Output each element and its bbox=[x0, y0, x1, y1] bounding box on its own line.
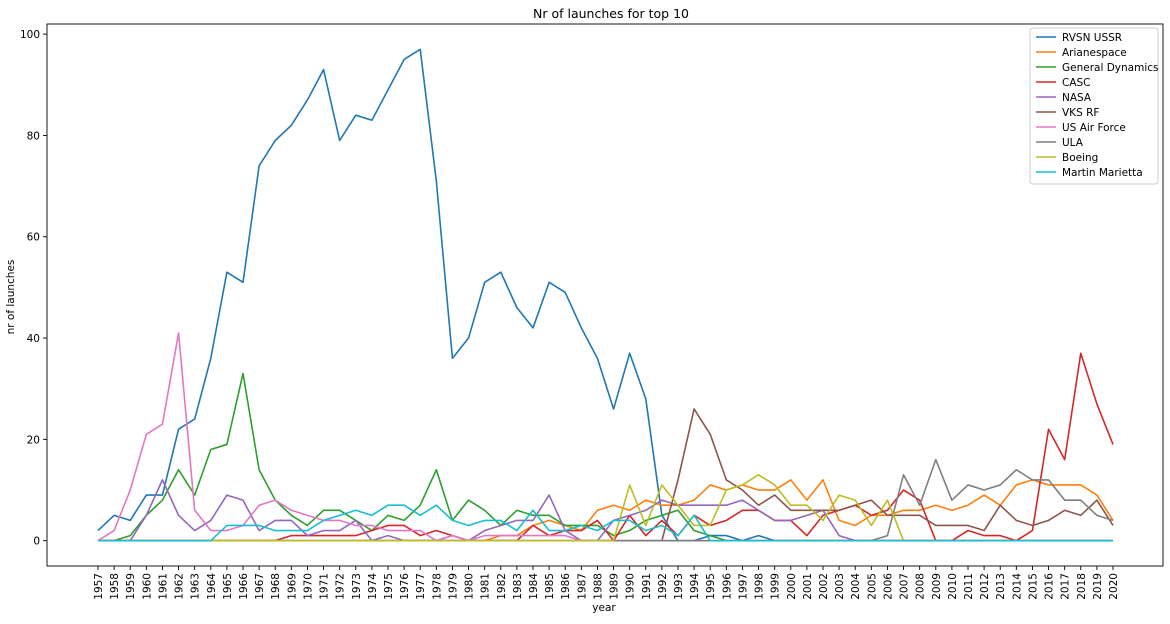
x-tick-label: 2016 bbox=[1044, 573, 1056, 600]
x-tick-label: 1985 bbox=[544, 573, 556, 600]
x-tick-label: 1963 bbox=[190, 573, 202, 600]
x-tick-label: 1997 bbox=[737, 573, 749, 600]
x-tick-label: 1988 bbox=[592, 573, 604, 600]
x-tick-label: 1969 bbox=[286, 573, 298, 600]
series-line-6 bbox=[97, 332, 1113, 542]
x-tick-label: 1967 bbox=[254, 573, 266, 600]
x-tick-label: 2017 bbox=[1060, 573, 1072, 600]
x-tick-label: 1991 bbox=[641, 573, 653, 600]
x-tick-label: 1964 bbox=[206, 573, 218, 600]
chart-title: Nr of launches for top 10 bbox=[533, 6, 689, 21]
x-tick-label: 1976 bbox=[399, 573, 411, 600]
x-tick-label: 1979 bbox=[447, 573, 459, 600]
legend-label-4: NASA bbox=[1062, 92, 1092, 104]
legend-label-8: Boeing bbox=[1062, 152, 1098, 164]
x-tick-label: 1974 bbox=[367, 573, 379, 600]
x-tick-label: 2013 bbox=[995, 573, 1007, 600]
legend-label-5: VKS RF bbox=[1062, 107, 1099, 119]
plot-frame bbox=[46, 23, 1164, 567]
x-tick-label: 1994 bbox=[689, 573, 701, 600]
x-tick-label: 1990 bbox=[625, 573, 637, 600]
legend-label-6: US Air Force bbox=[1062, 122, 1126, 134]
x-tick-label: 2004 bbox=[850, 573, 862, 600]
x-tick-label: 1965 bbox=[222, 573, 234, 600]
x-tick-label: 2018 bbox=[1076, 573, 1088, 600]
x-tick-label: 1980 bbox=[464, 573, 476, 600]
x-tick-label: 2020 bbox=[1108, 573, 1120, 600]
x-tick-label: 1966 bbox=[238, 573, 250, 600]
x-tick-label: 1984 bbox=[528, 573, 540, 600]
series-lines bbox=[97, 48, 1114, 542]
x-tick-label: 1993 bbox=[673, 573, 685, 600]
series-line-0 bbox=[97, 48, 1113, 542]
x-tick-label: 1971 bbox=[319, 573, 331, 600]
x-tick-label: 1982 bbox=[496, 573, 508, 600]
x-tick-label: 1972 bbox=[335, 573, 347, 600]
x-tick-label: 1996 bbox=[721, 573, 733, 600]
y-tick-label: 20 bbox=[27, 434, 40, 446]
x-tick-label: 1970 bbox=[302, 573, 314, 600]
legend-label-2: General Dynamics bbox=[1062, 62, 1159, 74]
x-tick-label: 2007 bbox=[899, 573, 911, 600]
y-tick-label: 40 bbox=[27, 333, 40, 345]
x-tick-label: 1995 bbox=[705, 573, 717, 600]
legend-label-0: RVSN USSR bbox=[1062, 32, 1122, 44]
legend-label-3: CASC bbox=[1062, 77, 1091, 89]
legend-label-1: Arianespace bbox=[1062, 47, 1127, 59]
x-tick-label: 1987 bbox=[576, 573, 588, 600]
x-tick-label: 2009 bbox=[931, 573, 943, 600]
x-tick-label: 2011 bbox=[963, 573, 975, 600]
x-tick-label: 1998 bbox=[754, 573, 766, 600]
series-line-5 bbox=[98, 408, 1114, 542]
x-tick-label: 2014 bbox=[1011, 573, 1023, 600]
x-tick-label: 1975 bbox=[383, 573, 395, 600]
y-tick-label: 60 bbox=[27, 232, 40, 244]
x-tick-label: 2002 bbox=[818, 573, 830, 600]
x-tick-label: 2000 bbox=[786, 573, 798, 600]
legend: RVSN USSR Arianespace General Dynamics CASC… bbox=[1029, 27, 1159, 185]
x-tick-label: 1961 bbox=[157, 573, 169, 600]
x-tick-label: 1958 bbox=[109, 573, 121, 600]
x-tick-label: 1962 bbox=[174, 573, 186, 600]
y-axis-label: nr of launches bbox=[5, 260, 17, 335]
x-tick-label: 1983 bbox=[512, 573, 524, 600]
x-axis-label: year bbox=[592, 602, 616, 614]
x-tick-label: 1968 bbox=[270, 573, 282, 600]
x-tick-label: 2006 bbox=[882, 573, 894, 600]
series-line-9 bbox=[98, 504, 1113, 542]
x-tick-label: 1992 bbox=[657, 573, 669, 600]
series-line-4 bbox=[98, 479, 1113, 542]
legend-box bbox=[1029, 27, 1159, 185]
x-tick-label: 1977 bbox=[415, 573, 427, 600]
x-tick-label: 2019 bbox=[1092, 573, 1104, 600]
x-tick-label: 2001 bbox=[802, 573, 814, 600]
x-tick-label: 2012 bbox=[979, 573, 991, 600]
x-tick-label: 1960 bbox=[141, 573, 153, 600]
x-tick-label: 1981 bbox=[480, 573, 492, 600]
x-tick-label: 1959 bbox=[125, 573, 137, 600]
x-tick-label: 1957 bbox=[93, 573, 105, 600]
series-line-7 bbox=[98, 458, 1114, 542]
x-tick-label: 1973 bbox=[351, 573, 363, 600]
x-tick-label: 1986 bbox=[560, 573, 572, 600]
x-tick-label: 2010 bbox=[947, 573, 959, 600]
x-tick-label: 2005 bbox=[866, 573, 878, 600]
y-tick-label: 80 bbox=[27, 130, 40, 142]
x-tick-label: 1989 bbox=[609, 573, 621, 600]
x-tick-label: 1978 bbox=[431, 573, 443, 600]
x-tick-label: 2008 bbox=[915, 573, 927, 600]
y-tick-label: 0 bbox=[33, 536, 40, 548]
y-tick-label: 100 bbox=[20, 29, 40, 41]
legend-label-9: Martin Marietta bbox=[1062, 167, 1143, 179]
x-tick-label: 2003 bbox=[834, 573, 846, 600]
legend-label-7: ULA bbox=[1062, 137, 1084, 149]
x-tick-label: 2015 bbox=[1027, 573, 1039, 600]
x-tick-label: 1999 bbox=[770, 573, 782, 600]
axes: 0 20 40 60 80 100 1957 1958 1959 1960 1961 1962 1963… bbox=[20, 23, 1164, 600]
